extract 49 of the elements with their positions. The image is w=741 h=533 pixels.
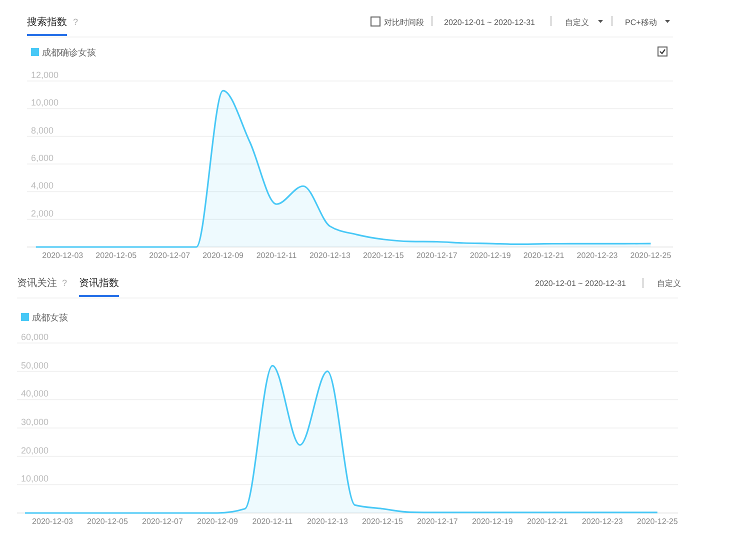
y-tick-label: 60,000 [21, 332, 49, 342]
legend-label: 成都确诊女孩 [42, 48, 96, 58]
y-tick-label: 50,000 [21, 360, 49, 370]
y-tick-label: 20,000 [21, 445, 49, 456]
x-tick-label: 2020-12-03 [32, 517, 74, 526]
y-tick-label: 2,000 [31, 208, 54, 218]
y-tick-label: 10,000 [21, 474, 49, 484]
y-tick-label: 12,000 [31, 70, 59, 80]
y-tick-label: 10,000 [31, 98, 59, 108]
x-tick-label: 2020-12-17 [416, 251, 458, 260]
text: ? [62, 278, 68, 288]
chart-title: 资讯指数 [79, 277, 119, 289]
text: 对比时间段 [384, 18, 424, 27]
x-tick-label: 2020-12-11 [256, 251, 298, 260]
x-tick-label: 2020-12-11 [252, 517, 294, 526]
text: ? [73, 17, 78, 27]
x-tick-label: 2020-12-23 [576, 251, 618, 260]
y-tick-label: 30,000 [21, 417, 49, 427]
x-tick-label: 2020-12-21 [526, 517, 568, 526]
y-tick-label: 4,000 [31, 180, 54, 191]
x-tick-label: 2020-12-25 [636, 517, 678, 526]
x-tick-label: 2020-12-15 [362, 517, 404, 526]
x-tick-label: 2020-12-05 [96, 251, 138, 260]
text: PC+移动 [625, 18, 657, 27]
x-tick-label: 2020-12-13 [306, 517, 348, 526]
chart-title: 搜索指数 [27, 16, 67, 28]
x-tick-label: 2020-12-09 [202, 251, 244, 260]
y-tick-label: 40,000 [21, 388, 49, 399]
text: 2020-12-01 ~ 2020-12-31 [535, 279, 627, 288]
y-tick-label: 6,000 [31, 153, 54, 163]
x-tick-label: 2020-12-15 [362, 251, 404, 260]
x-tick-label: 2020-12-09 [197, 517, 238, 526]
x-tick-label: 2020-12-13 [309, 251, 351, 260]
legend-label: 成都女孩 [32, 312, 68, 322]
x-tick-label: 2020-12-21 [523, 251, 565, 260]
x-tick-label: 2020-12-07 [149, 251, 191, 260]
x-tick-label: 2020-12-07 [142, 517, 184, 526]
x-tick-label: 2020-12-23 [582, 517, 624, 526]
x-tick-label: 2020-12-19 [472, 517, 514, 526]
text: 自定义 [657, 279, 681, 288]
text: 资讯关注 [17, 277, 57, 289]
x-tick-label: 2020-12-17 [416, 517, 458, 526]
x-tick-label: 2020-12-25 [630, 251, 672, 260]
x-tick-label: 2020-12-19 [470, 251, 512, 260]
y-tick-label: 8,000 [31, 125, 54, 136]
x-tick-label: 2020-12-03 [42, 251, 84, 260]
text: 2020-12-01 ~ 2020-12-31 [444, 18, 536, 27]
x-tick-label: 2020-12-05 [87, 517, 129, 526]
text: 自定义 [565, 18, 589, 27]
